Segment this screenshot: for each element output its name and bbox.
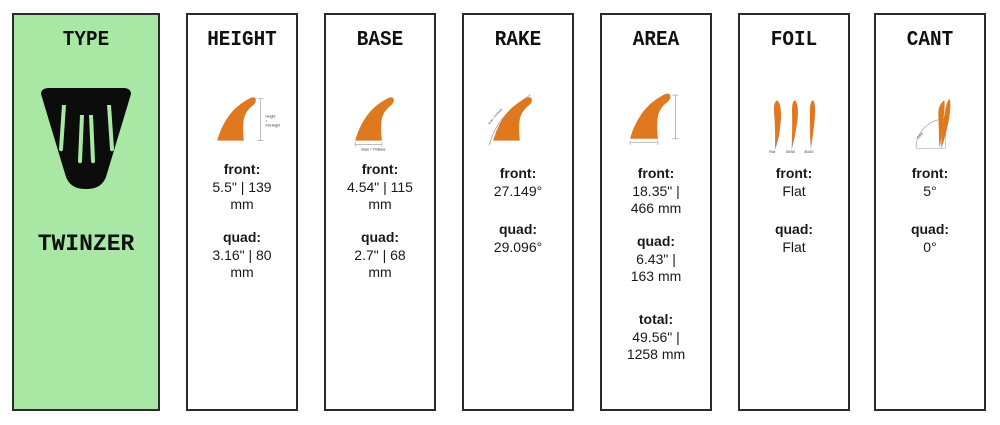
- svg-text:Height: Height: [266, 114, 276, 118]
- svg-text:Flat: Flat: [769, 150, 775, 153]
- svg-text:80/20: 80/20: [804, 150, 813, 153]
- svg-text:50/50: 50/50: [786, 150, 795, 153]
- svg-text:Base = FinBase: Base = FinBase: [361, 148, 385, 152]
- svg-text:Cant: Cant: [916, 132, 924, 140]
- svg-text:=: =: [266, 119, 268, 123]
- svg-text:FinHeight: FinHeight: [266, 124, 281, 128]
